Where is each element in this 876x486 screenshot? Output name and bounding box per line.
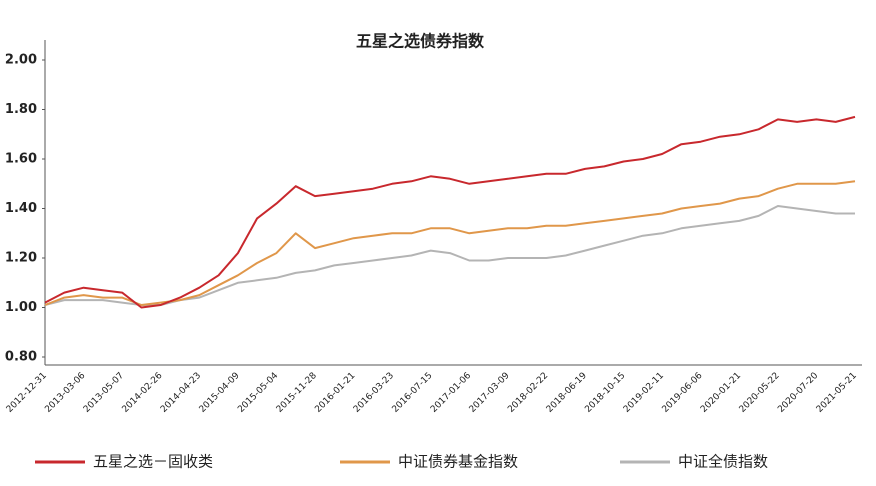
x-tick-label: 2020-05-22 (738, 371, 782, 415)
y-tick-label: 2.00 (5, 53, 37, 68)
x-tick-label: 2020-01-21 (699, 371, 743, 415)
x-tick-label: 2018-02-22 (506, 371, 550, 415)
x-tick-label: 2012-12-31 (5, 371, 49, 415)
legend-label: 中证全债指数 (678, 453, 768, 471)
series-line (44, 180, 856, 306)
x-tick-label: 2015-05-04 (236, 371, 280, 415)
x-tick-label: 2019-02-11 (622, 371, 666, 415)
y-tick-label: 1.00 (5, 300, 37, 315)
y-tick-label: 1.20 (5, 251, 37, 266)
x-tick-label: 2016-01-21 (313, 371, 357, 415)
x-tick-label: 2021-05-21 (815, 371, 859, 415)
x-tick-label: 2018-10-15 (583, 371, 627, 415)
chart-title: 五星之选债券指数 (356, 32, 485, 51)
x-tick-label: 2020-07-20 (776, 371, 820, 415)
x-tick-label: 2016-07-15 (391, 371, 435, 415)
x-tick-label: 2016-03-23 (352, 371, 396, 415)
y-tick-label: 1.40 (5, 201, 37, 216)
series-line (44, 115, 856, 309)
x-tick-label: 2014-04-23 (159, 371, 203, 415)
x-tick-label: 2013-05-07 (82, 371, 126, 415)
legend-label: 五星之选－固收类 (93, 453, 213, 471)
legend-label: 中证债券基金指数 (398, 453, 518, 471)
y-tick-label: 1.60 (5, 152, 37, 167)
y-tick-label: 1.80 (5, 102, 37, 117)
y-tick-label: 0.80 (5, 350, 37, 365)
series-line (44, 205, 855, 306)
